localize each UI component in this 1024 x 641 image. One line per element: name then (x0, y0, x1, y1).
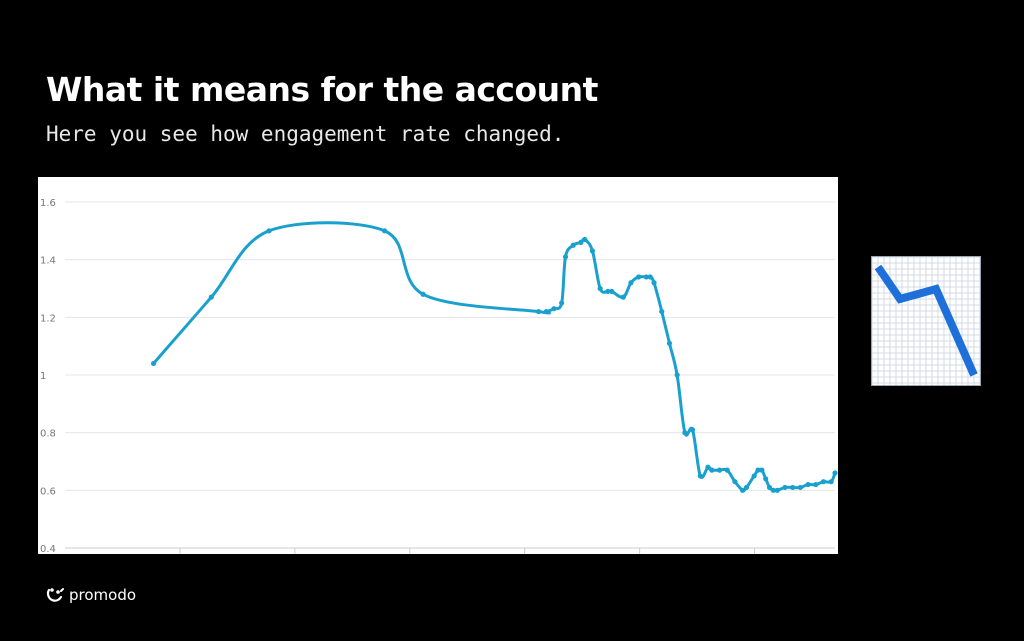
slide-subtitle: Here you see how engagement rate changed… (46, 122, 565, 146)
brand-name: promodo (69, 586, 137, 604)
data-point (709, 467, 715, 473)
data-point (828, 479, 834, 485)
data-point (697, 473, 703, 479)
data-point (751, 473, 757, 479)
data-point (774, 487, 780, 493)
data-point (755, 467, 761, 473)
data-point (643, 274, 649, 280)
data-point (797, 484, 803, 491)
promodo-logo-icon (46, 588, 64, 602)
engagement-rate-chart: 1.6 1.4 1.2 1 0.8 0.6 0.4 (38, 177, 838, 554)
data-point (790, 484, 796, 491)
data-point (597, 285, 603, 292)
y-tick-label: 1.4 (40, 256, 56, 267)
data-point (659, 308, 665, 315)
data-point (724, 467, 730, 473)
data-point (589, 248, 596, 254)
emoji-decreasing-line (874, 264, 978, 377)
data-point (770, 487, 777, 493)
data-point (605, 288, 611, 294)
data-point (782, 484, 788, 491)
data-point (766, 484, 773, 491)
data-point (716, 467, 723, 473)
data-point (647, 274, 653, 280)
chart-decreasing-icon (871, 256, 981, 386)
slide-title: What it means for the account (46, 70, 598, 109)
data-point (674, 372, 680, 378)
data-point (381, 228, 388, 234)
data-point (628, 280, 634, 286)
data-point (609, 288, 615, 294)
data-point (763, 476, 769, 482)
data-point (543, 308, 549, 315)
data-point (759, 467, 765, 473)
data-point (732, 479, 738, 485)
data-point (562, 254, 569, 260)
data-point (208, 294, 214, 300)
y-tick-label: 0.4 (40, 544, 56, 554)
data-point (559, 300, 565, 306)
x-axis-ticks (65, 547, 835, 554)
y-axis-ticks: 1.6 1.4 1.2 1 0.8 0.6 0.4 (40, 198, 56, 554)
engagement-rate-line (152, 221, 837, 493)
brand: promodo (46, 586, 136, 604)
data-point (651, 280, 657, 286)
data-point (682, 430, 688, 436)
data-point (150, 360, 157, 367)
data-point (578, 239, 584, 245)
data-point (832, 470, 838, 476)
data-point (636, 274, 642, 280)
data-point (813, 481, 819, 488)
y-tick-label: 1.6 (40, 198, 56, 209)
y-tick-label: 1.2 (40, 313, 56, 324)
y-tick-label: 0.6 (40, 486, 56, 497)
data-point (620, 294, 626, 300)
data-point (535, 308, 542, 315)
chart-canvas: 1.6 1.4 1.2 1 0.8 0.6 0.4 (40, 198, 838, 554)
data-points (150, 228, 838, 493)
y-tick-label: 1 (40, 371, 46, 382)
y-tick-label: 0.8 (40, 429, 56, 440)
data-point (420, 291, 426, 297)
data-point (689, 427, 696, 433)
data-point (805, 481, 811, 488)
data-point (666, 340, 673, 346)
data-point (582, 236, 588, 243)
chart-gridlines (65, 201, 835, 549)
data-point (551, 306, 557, 312)
data-point (740, 487, 746, 493)
data-point (820, 479, 827, 485)
data-point (705, 464, 711, 470)
data-point (743, 484, 750, 491)
data-point (570, 242, 576, 248)
data-point (266, 228, 272, 234)
